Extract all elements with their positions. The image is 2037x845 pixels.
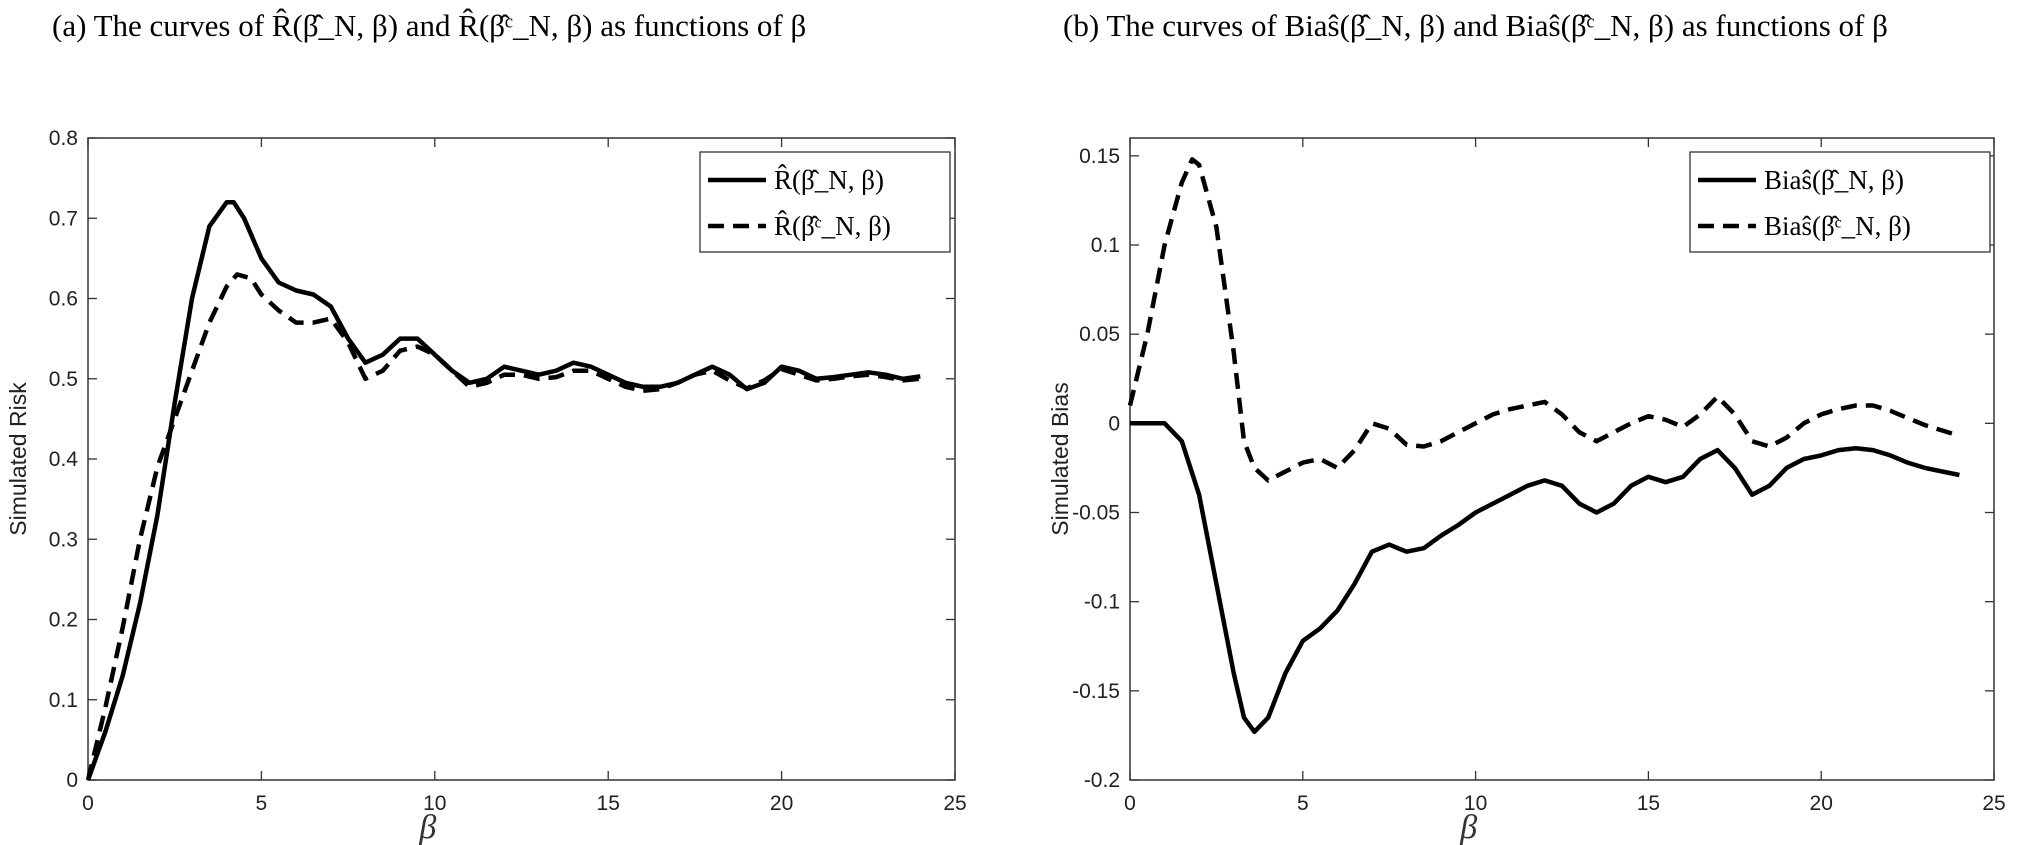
x-tick-label: 25 — [1982, 792, 2005, 815]
y-tick-label: -0.2 — [1084, 769, 1120, 792]
y-tick-label: 0.15 — [1079, 145, 1120, 168]
x-axis-label: β — [1459, 809, 1477, 845]
legend-label: Biaŝ(β̂ᶜ_N, β) — [1764, 211, 1911, 241]
y-tick-label: 0.1 — [49, 689, 78, 712]
y-axis-label: Simulated Risk — [5, 382, 31, 536]
x-tick-label: 0 — [82, 792, 94, 815]
y-axis-label: Simulated Bias — [1047, 382, 1073, 535]
x-tick-label: 15 — [597, 792, 620, 815]
chart-panel-risk: 0 5 10 15 20 25 0 0.1 0.2 0.3 0.4 0.5 0.6 0.7 0.8 Simul… — [5, 127, 967, 845]
legend-label: Biaŝ(β̂_N, β) — [1764, 165, 1904, 195]
x-axis-label: β — [418, 809, 436, 845]
series-line-corrected — [1127, 157, 1961, 483]
y-tick-label: 0.2 — [49, 609, 78, 632]
y-tick-label: 0 — [1108, 412, 1120, 435]
y-tick-label: 0.05 — [1079, 323, 1120, 346]
y-tick-label: -0.15 — [1072, 680, 1120, 703]
y-tick-label: 0.5 — [49, 368, 78, 391]
series-line-corrected — [85, 272, 921, 781]
y-tick-label: -0.1 — [1084, 591, 1120, 614]
y-tick-label: 0.6 — [49, 288, 78, 311]
y-tick-label: 0 — [66, 769, 78, 792]
x-tick-label: 15 — [1637, 792, 1660, 815]
legend-box — [1689, 151, 1991, 253]
x-tick-label: 20 — [1810, 792, 1833, 815]
chart-panel-bias: 0 5 10 15 20 25 -0.2 -0.15 -0.1 -0.05 0 0.05 0.1 0.15… — [1047, 137, 2006, 845]
series-line-estimator — [1130, 421, 1960, 735]
y-tick-label: 0.7 — [49, 207, 78, 230]
legend-label: R̂(β̂ᶜ_N, β) — [774, 211, 891, 241]
caption-b: (b) The curves of Biaŝ(β̂_N, β) and Biaŝ… — [1063, 8, 1888, 43]
legend-box — [699, 151, 951, 253]
x-tick-label: 20 — [770, 792, 793, 815]
legend: Biaŝ(β̂_N, β) Biaŝ(β̂ᶜ_N, β) — [1689, 151, 1991, 253]
y-tick-label: 0.8 — [49, 127, 78, 150]
y-tick-label: 0.1 — [1091, 234, 1120, 257]
x-tick-label: 10 — [423, 792, 446, 815]
y-tick-label: 0.3 — [49, 528, 78, 551]
caption-a: (a) The curves of R̂(β̂_N, β) and R̂(β̂ᶜ… — [52, 8, 807, 43]
x-tick-label: 10 — [1464, 792, 1487, 815]
legend-label: R̂(β̂_N, β) — [774, 165, 884, 195]
y-tick-label: 0.4 — [49, 448, 79, 471]
plot-frame — [1129, 137, 1995, 781]
x-tick-label: 0 — [1124, 792, 1136, 815]
y-tick-label: -0.05 — [1072, 502, 1120, 525]
x-tick-label: 25 — [943, 792, 966, 815]
legend: R̂(β̂_N, β) R̂(β̂ᶜ_N, β) — [699, 151, 951, 253]
series-line-estimator — [85, 199, 921, 781]
x-tick-label: 5 — [256, 792, 268, 815]
x-tick-label: 5 — [1297, 792, 1309, 815]
